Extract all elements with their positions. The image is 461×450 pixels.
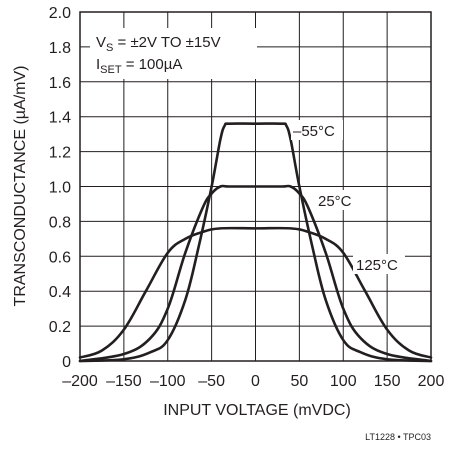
curve-125c	[78, 226, 433, 359]
x-tick-label: –100	[150, 373, 186, 390]
y-tick-label: 2.0	[49, 5, 71, 22]
y-tick-label: 1.0	[49, 180, 71, 197]
y-tick-label: 0.2	[49, 319, 71, 336]
y-tick-label: 1.4	[49, 110, 71, 127]
y-tick-label: 1.8	[49, 40, 71, 57]
condition-iset: ISET = 100µA	[96, 56, 182, 76]
conditions-background	[90, 28, 257, 79]
series-label-minus55: –55°C	[293, 123, 335, 140]
x-tick-label: 150	[374, 373, 401, 390]
y-tick-label: 0.4	[49, 284, 71, 301]
y-tick-label: 1.6	[49, 75, 71, 92]
curves	[78, 122, 433, 363]
y-tick-label: 0	[62, 354, 71, 371]
plot-frame	[79, 11, 432, 362]
y-tick-label: 0.6	[49, 249, 71, 266]
condition-supply-voltage: VS = ±2V TO ±15V	[96, 34, 221, 54]
y-tick-label: 0.8	[49, 214, 71, 231]
x-tick-label: 50	[290, 373, 308, 390]
y-axis-title: TRANSCONDUCTANCE (µA/mV)	[12, 66, 29, 307]
label-bg-125	[353, 254, 405, 274]
x-tick-label: –200	[62, 373, 98, 390]
series-label-25: 25°C	[318, 193, 352, 210]
x-tick-label: –50	[198, 373, 225, 390]
x-tick-label: 0	[251, 373, 260, 390]
x-tick-label: 100	[330, 373, 357, 390]
label-bg-minus55	[291, 120, 343, 140]
y-tick-label: 1.2	[49, 145, 71, 162]
x-axis-title: INPUT VOLTAGE (mVDC)	[163, 402, 351, 419]
figure-id: LT1228 • TPC03	[365, 432, 431, 442]
series-label-125: 125°C	[356, 257, 398, 274]
curve-25c	[78, 184, 433, 363]
plot-border	[79, 11, 432, 362]
tick-labels: –200 –150 –100 –50 0 50 100 150 200 0 0.2 0.4 0.6 0.8…	[49, 5, 445, 390]
x-tick-label: –150	[106, 373, 142, 390]
curve-minus55c	[78, 122, 433, 363]
x-tick-label: 200	[418, 373, 445, 390]
label-bg-25	[316, 190, 360, 210]
